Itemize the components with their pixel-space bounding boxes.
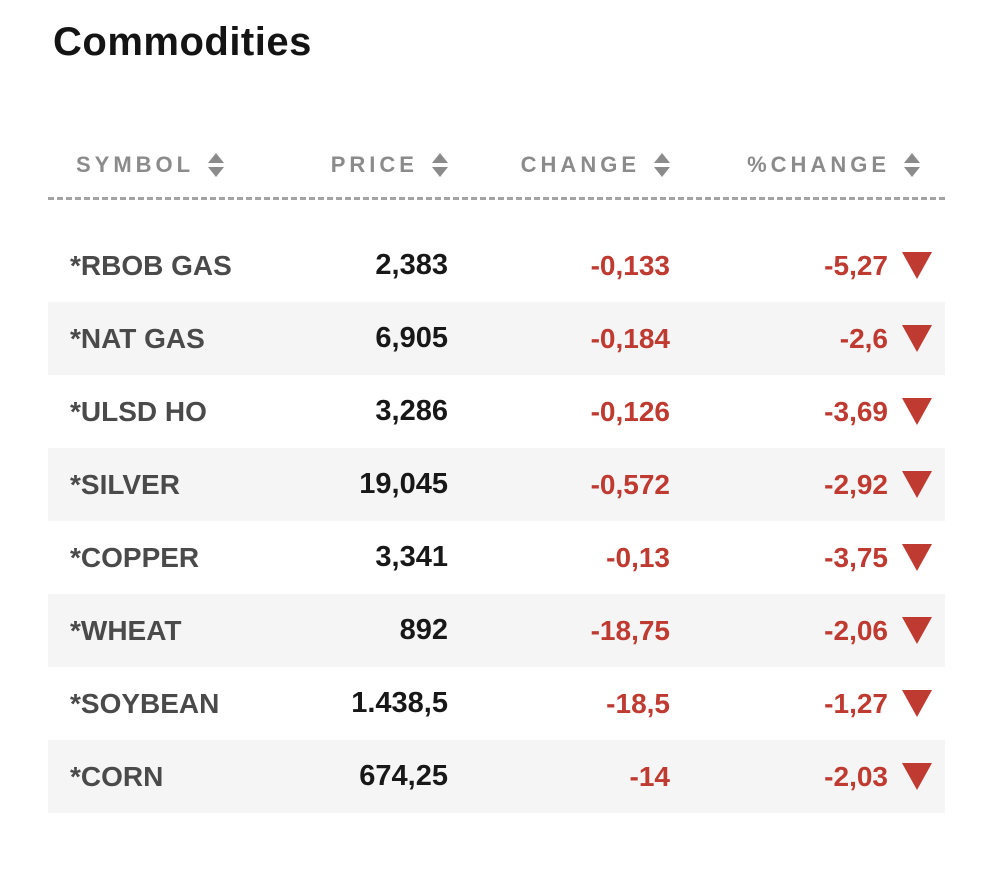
header-cell-pct-change[interactable]: %CHANGE: [670, 152, 945, 178]
sort-up-arrow-icon: [208, 153, 225, 163]
symbol-cell: *CORN: [70, 760, 164, 792]
symbol-cell: *NAT GAS: [70, 322, 205, 354]
sort-up-arrow-icon: [904, 153, 920, 163]
triangle-down-icon: [901, 325, 932, 352]
direction-cell: [888, 617, 945, 644]
direction-cell: [888, 544, 945, 571]
table-row-corn[interactable]: *CORN 674,25 -14 -2,03: [48, 740, 945, 813]
table-row-copper[interactable]: *COPPER 3,341 -0,13 -3,75: [48, 521, 945, 594]
direction-cell: [888, 398, 945, 425]
table-row-silver[interactable]: *SILVER 19,045 -0,572 -2,92: [48, 448, 945, 521]
triangle-down-icon: [901, 690, 932, 717]
triangle-down-icon: [901, 617, 932, 644]
table-row-nat-gas[interactable]: *NAT GAS 6,905 -0,184 -2,6: [48, 302, 945, 375]
pct-change-cell: -2,6: [839, 322, 888, 354]
table-row-wheat[interactable]: *WHEAT 892 -18,75 -2,06: [48, 594, 945, 667]
header-label-price: PRICE: [330, 152, 418, 177]
change-cell: -18,5: [606, 687, 670, 719]
sort-down-arrow-icon: [904, 167, 920, 177]
sort-updown-icon[interactable]: [904, 153, 920, 177]
direction-cell: [888, 763, 945, 790]
triangle-down-icon: [901, 471, 932, 498]
sort-up-arrow-icon: [654, 153, 670, 163]
table-header: SYMBOL PRICE CHANGE: [48, 133, 945, 197]
table-body: *RBOB GAS 2,383 -0,133 -5,27 *NAT GAS 6,…: [48, 229, 945, 813]
direction-cell: [888, 252, 945, 279]
change-cell: -0,133: [590, 249, 670, 281]
pct-change-cell: -3,69: [824, 395, 888, 427]
commodities-table: SYMBOL PRICE CHANGE: [48, 133, 945, 813]
triangle-down-icon: [901, 398, 932, 425]
sort-up-arrow-icon: [432, 153, 448, 163]
table-divider: [48, 197, 945, 200]
symbol-cell: *COPPER: [70, 541, 200, 573]
table-row-soybean[interactable]: *SOYBEAN 1.438,5 -18,5 -1,27: [48, 667, 945, 740]
pct-change-cell: -1,27: [824, 687, 888, 719]
direction-cell: [888, 471, 945, 498]
change-cell: -0,13: [606, 541, 670, 573]
header-label-symbol: SYMBOL: [76, 152, 195, 177]
symbol-cell: *ULSD HO: [70, 395, 207, 427]
direction-cell: [888, 325, 945, 352]
price-cell: 1.438,5: [351, 687, 448, 719]
sort-updown-icon[interactable]: [654, 153, 670, 177]
pct-change-cell: -2,92: [824, 468, 888, 500]
page-title: Commodities: [53, 20, 312, 64]
symbol-cell: *SILVER: [70, 468, 180, 500]
header-label-pct-change: %CHANGE: [747, 152, 890, 177]
price-cell: 892: [399, 614, 448, 646]
triangle-down-icon: [901, 252, 932, 279]
header-label-change: CHANGE: [520, 152, 640, 177]
symbol-cell: *RBOB GAS: [70, 249, 232, 281]
price-cell: 3,286: [375, 395, 448, 427]
price-cell: 674,25: [359, 760, 448, 792]
sort-down-arrow-icon: [432, 167, 448, 177]
pct-change-cell: -2,03: [824, 760, 888, 792]
header-cell-symbol[interactable]: SYMBOL: [48, 152, 300, 178]
pct-change-cell: -5,27: [824, 249, 888, 281]
sort-down-arrow-icon: [208, 167, 225, 177]
header-cell-change[interactable]: CHANGE: [448, 152, 670, 178]
symbol-cell: *SOYBEAN: [70, 687, 220, 719]
header-cell-price[interactable]: PRICE: [300, 152, 448, 178]
price-cell: 19,045: [359, 468, 448, 500]
triangle-down-icon: [901, 544, 932, 571]
commodities-widget: Commodities SYMBOL PRICE CHANGE: [0, 20, 1000, 880]
table-row-ulsd-ho[interactable]: *ULSD HO 3,286 -0,126 -3,69: [48, 375, 945, 448]
change-cell: -14: [629, 760, 670, 792]
price-cell: 3,341: [375, 541, 448, 573]
triangle-down-icon: [901, 763, 932, 790]
price-cell: 2,383: [375, 249, 448, 281]
pct-change-cell: -2,06: [824, 614, 888, 646]
direction-cell: [888, 690, 945, 717]
change-cell: -0,572: [590, 468, 670, 500]
change-cell: -0,126: [590, 395, 670, 427]
pct-change-cell: -3,75: [824, 541, 888, 573]
change-cell: -18,75: [590, 614, 670, 646]
price-cell: 6,905: [375, 322, 448, 354]
sort-updown-icon[interactable]: [208, 153, 225, 177]
sort-down-arrow-icon: [654, 167, 670, 177]
sort-updown-icon[interactable]: [432, 153, 448, 177]
table-row-rbob-gas[interactable]: *RBOB GAS 2,383 -0,133 -5,27: [48, 229, 945, 302]
change-cell: -0,184: [590, 322, 670, 354]
symbol-cell: *WHEAT: [70, 614, 182, 646]
